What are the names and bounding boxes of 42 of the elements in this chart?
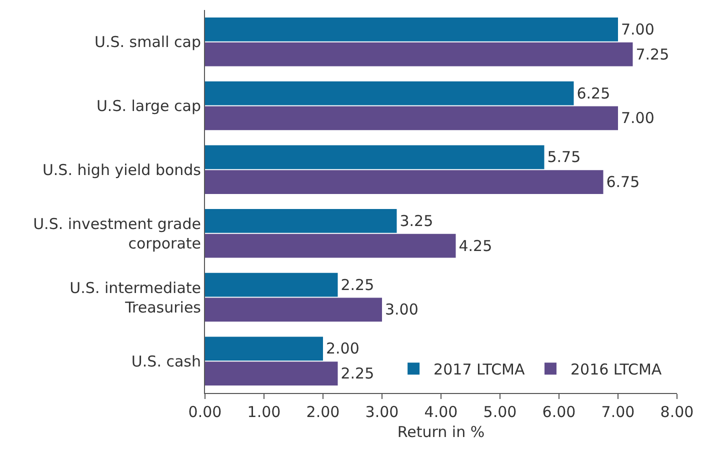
x-tick-label: 8.00: [660, 403, 694, 421]
x-axis-title: Return in %: [397, 423, 485, 441]
bar: [205, 209, 397, 233]
bar: [205, 362, 338, 386]
y-tick-label: U.S. large cap: [96, 97, 201, 115]
x-tick-label: 3.00: [365, 403, 399, 421]
bar: [205, 170, 604, 194]
legend-label: 2017 LTCMA: [434, 360, 526, 378]
x-tick-label: 7.00: [601, 403, 635, 421]
x-tick-label: 1.00: [247, 403, 281, 421]
y-tick-label: U.S. high yield bonds: [42, 160, 202, 179]
bar: [205, 298, 382, 322]
bar: [205, 234, 456, 258]
x-tick-label: 6.00: [542, 403, 576, 421]
bar: [205, 336, 323, 361]
data-label: 6.75: [606, 173, 640, 192]
data-label: 2.25: [340, 364, 374, 383]
data-label: 3.00: [385, 300, 418, 319]
data-label: 7.00: [621, 20, 654, 38]
data-label: 4.25: [458, 236, 492, 255]
data-label: 7.25: [636, 45, 670, 64]
data-label: 6.25: [576, 84, 610, 102]
y-tick-label: U.S. small cap: [94, 33, 201, 52]
y-tick-label: U.S. cash: [131, 352, 201, 370]
x-tick-label: 2.00: [306, 403, 340, 421]
legend-label: 2016 LTCMA: [570, 360, 662, 378]
data-label: 2.25: [340, 276, 374, 294]
bar: [205, 18, 618, 42]
y-tick-label: U.S. investment grade corporate: [33, 214, 201, 252]
x-tick-label: 4.00: [424, 403, 458, 421]
data-label: 7.00: [621, 109, 654, 128]
bar: [205, 106, 618, 130]
data-label: 2.00: [326, 340, 360, 358]
bar: [205, 272, 338, 297]
x-tick-label: 0.00: [188, 403, 222, 421]
bar: [205, 42, 633, 66]
y-tick-label: U.S. intermediate Treasuries: [70, 278, 202, 316]
data-label: 3.25: [400, 212, 434, 230]
data-label: 5.75: [547, 148, 581, 166]
bar: [205, 145, 544, 170]
bar: [205, 81, 574, 106]
x-tick-label: 5.00: [483, 403, 517, 421]
